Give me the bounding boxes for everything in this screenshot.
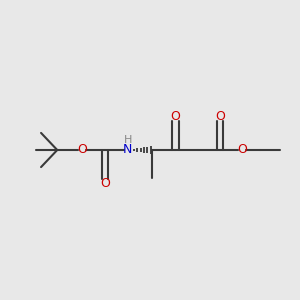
Text: N: N	[123, 143, 133, 157]
Text: O: O	[215, 110, 225, 123]
Text: H: H	[124, 135, 132, 145]
Text: O: O	[77, 143, 87, 157]
Text: O: O	[237, 143, 247, 157]
Text: O: O	[100, 177, 110, 190]
Text: O: O	[170, 110, 180, 123]
